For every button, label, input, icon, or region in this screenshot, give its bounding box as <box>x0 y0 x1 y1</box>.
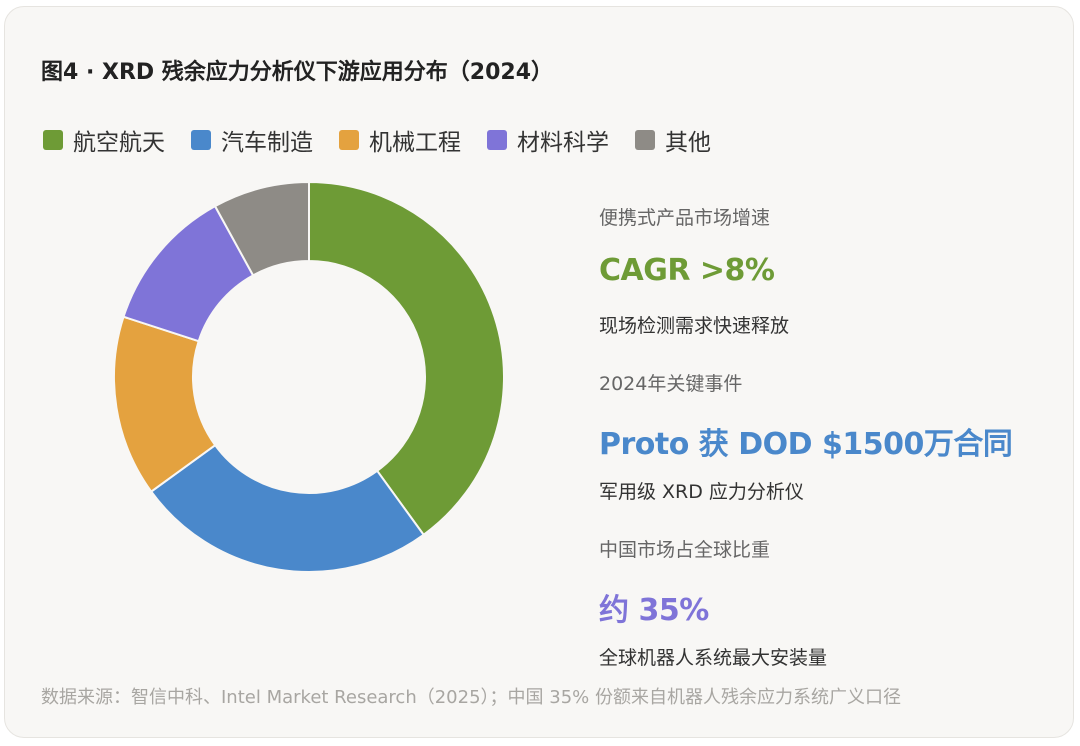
donut-slice-航空航天 <box>308 180 505 537</box>
source-note: 数据来源：智信中科、Intel Market Research（2025）；中国… <box>41 687 901 708</box>
legend-item: 航空航天 <box>43 123 165 157</box>
stat-block: 便携式产品市场增速 CAGR >8% 现场检测需求快速释放 <box>599 203 1039 369</box>
stat-label: 2024年关键事件 <box>599 373 743 395</box>
donut-slice-汽车制造 <box>149 443 426 573</box>
stat-block: 2024年关键事件 Proto 获 DOD $1500万合同 军用级 XRD 应… <box>599 369 1039 535</box>
stat-value: CAGR >8% <box>599 253 775 288</box>
legend-label: 航空航天 <box>73 130 165 156</box>
legend-item: 机械工程 <box>339 123 461 157</box>
stat-label: 中国市场占全球比重 <box>599 539 771 561</box>
stats-panel: 便携式产品市场增速 CAGR >8% 现场检测需求快速释放 2024年关键事件 … <box>599 203 1039 701</box>
chart-card: 图4 · XRD 残余应力分析仪下游应用分布（2024） 航空航天 汽车制造 机… <box>4 6 1074 738</box>
stat-desc: 全球机器人系统最大安装量 <box>599 647 828 669</box>
legend-swatch <box>191 130 211 150</box>
legend: 航空航天 汽车制造 机械工程 材料科学 其他 <box>43 123 711 157</box>
chart-title: 图4 · XRD 残余应力分析仪下游应用分布（2024） <box>41 60 554 85</box>
stat-desc: 现场检测需求快速释放 <box>599 315 790 337</box>
legend-item: 汽车制造 <box>191 123 313 157</box>
legend-swatch <box>43 130 63 150</box>
donut-chart <box>113 180 505 573</box>
stat-block: 中国市场占全球比重 约 35% 全球机器人系统最大安装量 <box>599 535 1039 701</box>
legend-label: 机械工程 <box>369 130 461 156</box>
legend-swatch <box>487 130 507 150</box>
legend-item: 材料科学 <box>487 123 609 157</box>
stat-label: 便携式产品市场增速 <box>599 207 771 229</box>
legend-label: 汽车制造 <box>221 130 313 156</box>
legend-swatch <box>339 130 359 150</box>
stat-value: Proto 获 DOD $1500万合同 <box>599 427 1013 462</box>
stat-desc: 军用级 XRD 应力分析仪 <box>599 481 804 503</box>
legend-swatch <box>635 130 655 150</box>
legend-label: 其他 <box>665 130 711 156</box>
stat-value: 约 35% <box>599 593 709 628</box>
legend-item: 其他 <box>635 123 711 157</box>
legend-label: 材料科学 <box>517 130 609 156</box>
donut-slice-其他 <box>213 180 310 277</box>
